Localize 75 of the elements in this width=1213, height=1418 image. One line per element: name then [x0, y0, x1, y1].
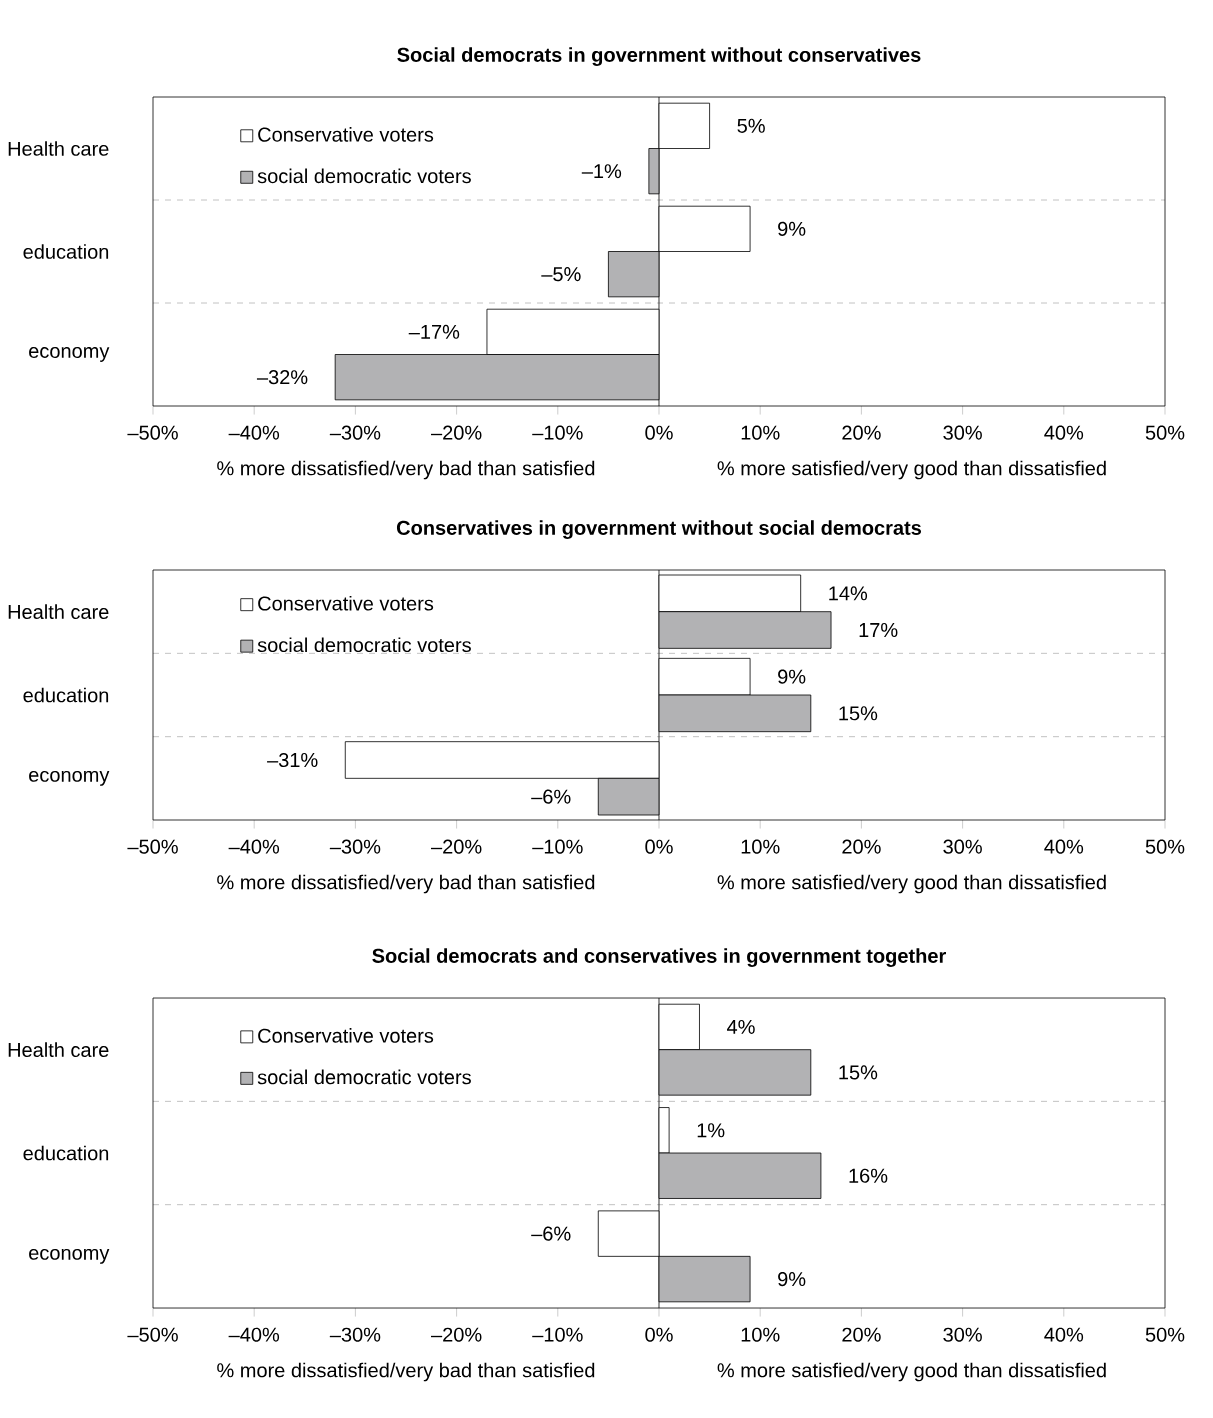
- x-tick-label: –40%: [228, 839, 280, 854]
- data-label: –17%: [408, 324, 460, 339]
- text: % more dissatisfied/very bad than satisfied: [217, 874, 595, 894]
- x-tick-label: –50%: [127, 839, 178, 854]
- data-label: 4%: [727, 1019, 755, 1034]
- legend-label: social democratic voters: [257, 637, 471, 653]
- x-tick-label: 50%: [1145, 425, 1185, 440]
- data-label: –32%: [256, 370, 308, 385]
- y-tick-label: Health care: [8, 141, 109, 156]
- data-label: 17%: [859, 623, 898, 638]
- x-tick-label: 40%: [1044, 425, 1084, 440]
- x-tick-label: 10%: [741, 1327, 780, 1342]
- y-tick-label: economy: [29, 347, 110, 362]
- legend-label: Conservative voters: [258, 595, 434, 611]
- x-tick-label: –20%: [431, 1327, 482, 1342]
- chart-title: Social democrats in government without conservatives: [397, 47, 921, 66]
- data-label: 14%: [829, 586, 868, 601]
- x-tick-label: 0%: [645, 425, 673, 440]
- data-label: 15%: [839, 1065, 878, 1080]
- x-tick-label: 0%: [645, 1327, 673, 1342]
- text: % more dissatisfied/very bad than satisfied: [217, 1362, 595, 1382]
- y-tick-label: economy: [29, 770, 110, 786]
- x-tick-label: 10%: [741, 839, 780, 854]
- y-tick-label: education: [23, 687, 109, 703]
- x-tick-label: –50%: [127, 1327, 178, 1342]
- x-tick-label: 40%: [1044, 839, 1084, 854]
- legend-label: Conservative voters: [258, 127, 434, 142]
- x-tick-label: 30%: [943, 425, 982, 440]
- data-label: 15%: [839, 706, 878, 721]
- legend-label: Conservative voters: [258, 1028, 434, 1043]
- legend-label: social democratic voters: [257, 1069, 471, 1085]
- chart-title: Social democrats and conservatives in government together: [372, 948, 946, 967]
- x-tick-label: 40%: [1044, 1327, 1084, 1342]
- y-tick-label: education: [23, 1145, 109, 1161]
- x-tick-label: 0%: [645, 839, 673, 854]
- y-tick-label: economy: [29, 1248, 110, 1264]
- data-label: 5%: [737, 118, 765, 133]
- x-tick-label: –40%: [228, 425, 280, 440]
- x-tick-label: –20%: [431, 839, 482, 854]
- chart-title: Conservatives in government without social democrats: [396, 520, 922, 539]
- text: % more satisfied/very good than dissatisfied: [717, 874, 1106, 894]
- x-tick-label: –40%: [228, 1327, 280, 1342]
- x-tick-label: 20%: [842, 839, 881, 854]
- data-label: –1%: [581, 164, 622, 179]
- x-tick-label: 10%: [741, 425, 780, 440]
- x-tick-label: –10%: [532, 839, 583, 854]
- x-tick-label: –50%: [127, 425, 178, 440]
- x-tick-label: 20%: [842, 1327, 881, 1342]
- data-label: 9%: [778, 221, 806, 236]
- data-label: 16%: [849, 1168, 888, 1183]
- data-label: 1%: [697, 1123, 725, 1138]
- x-tick-label: –30%: [329, 425, 381, 440]
- y-tick-label: education: [23, 244, 109, 259]
- x-tick-label: –10%: [532, 1327, 583, 1342]
- data-label: –31%: [267, 752, 318, 768]
- x-tick-label: 50%: [1145, 839, 1185, 854]
- data-label: –6%: [531, 789, 571, 804]
- x-tick-label: –10%: [532, 425, 583, 440]
- text: % more satisfied/very good than dissatisfied: [717, 460, 1106, 480]
- x-tick-label: 30%: [943, 1327, 982, 1342]
- x-tick-label: 50%: [1145, 1327, 1185, 1342]
- x-tick-label: –30%: [329, 1327, 381, 1342]
- data-label: 9%: [778, 1272, 806, 1287]
- legend-label: social democratic voters: [257, 168, 471, 184]
- x-tick-label: –30%: [329, 839, 381, 854]
- x-tick-label: 20%: [842, 425, 881, 440]
- x-tick-label: –20%: [431, 425, 482, 440]
- y-tick-label: Health care: [8, 604, 109, 620]
- data-label: 9%: [778, 669, 806, 684]
- text: % more satisfied/very good than dissatisfied: [717, 1362, 1106, 1382]
- x-tick-label: 30%: [943, 839, 982, 854]
- data-label: –6%: [531, 1226, 571, 1241]
- text: % more dissatisfied/very bad than satisfied: [217, 460, 595, 480]
- data-label: –5%: [541, 267, 581, 282]
- y-tick-label: Health care: [8, 1042, 109, 1058]
